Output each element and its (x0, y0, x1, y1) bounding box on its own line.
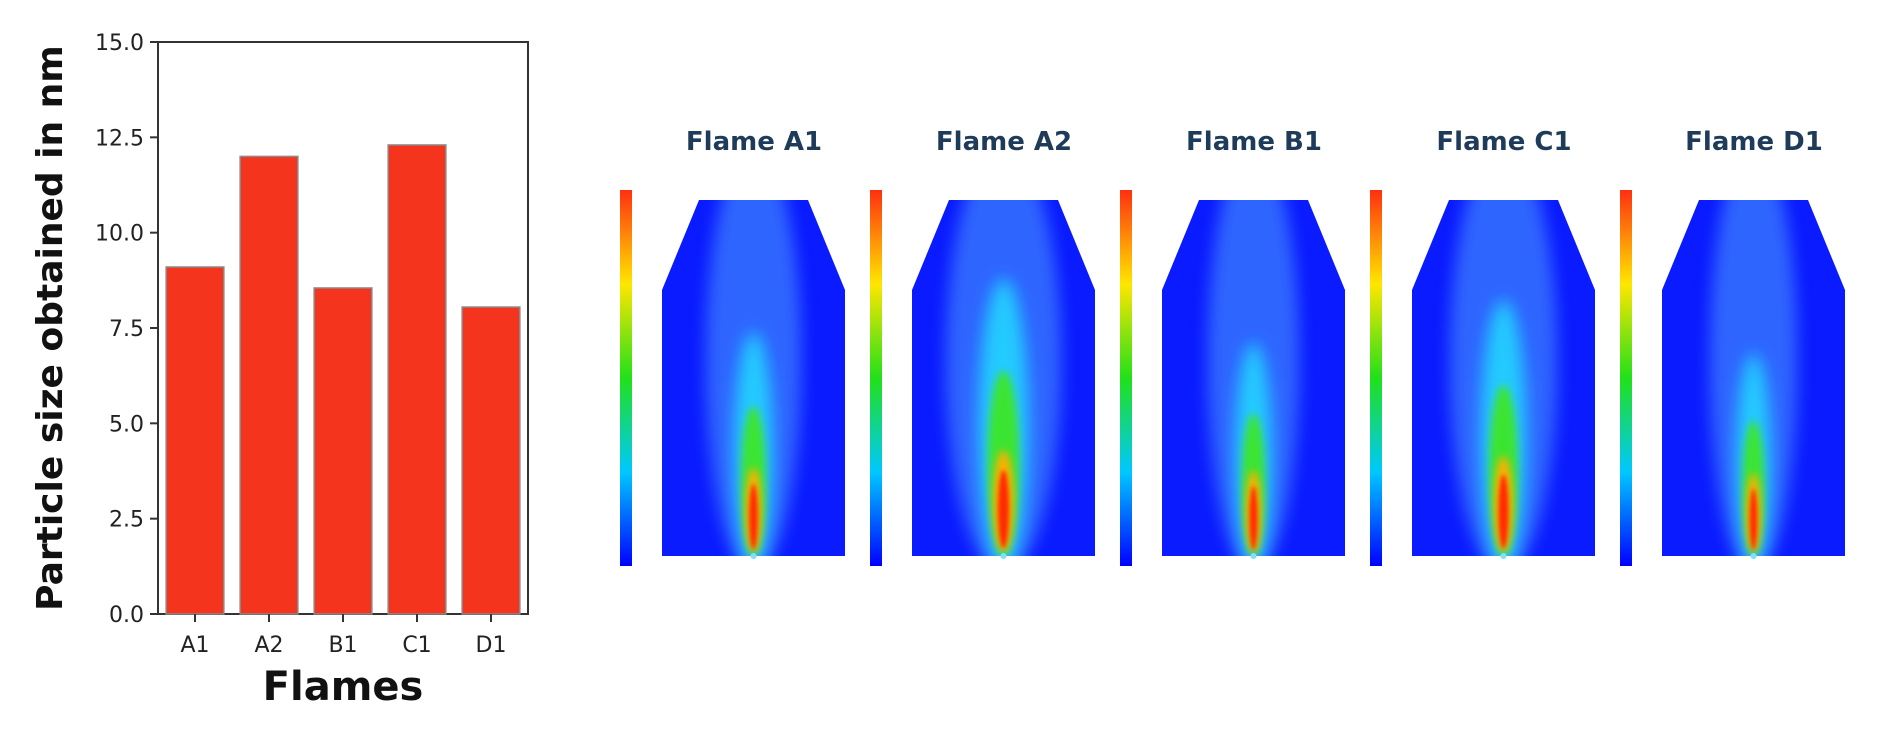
flame-panel-2: Flame A2 (870, 127, 1095, 566)
nozzle-marker (1000, 553, 1007, 559)
bar-A1 (165, 266, 225, 615)
colorbar (870, 190, 882, 566)
flame-plume (1709, 200, 1798, 556)
colorbar (1620, 190, 1632, 566)
flame-plume (1449, 200, 1558, 556)
x-tick-label: A2 (254, 633, 283, 658)
panel-title: Flame A1 (686, 127, 822, 157)
nozzle-marker (1750, 553, 1757, 559)
colorbar (620, 190, 632, 566)
x-tick-label: B1 (328, 633, 357, 658)
x-tick-label: A1 (180, 633, 209, 658)
y-axis: 0.0 2.5 5.0 7.5 10.0 12.5 15.0 (95, 31, 158, 628)
bar-group (165, 144, 521, 615)
nozzle-marker (1500, 553, 1507, 559)
panel-title: Flame D1 (1685, 127, 1823, 157)
flame-plume (705, 200, 802, 556)
y-tick-label: 10.0 (95, 222, 144, 247)
flame-plume (945, 200, 1062, 556)
panel-title: Flame A2 (936, 127, 1072, 157)
y-tick-label: 0.0 (109, 603, 144, 628)
flame-panels: Flame A1 Flame A2 Flame B1 Flame C1 Flame D1 (620, 127, 1845, 566)
flame-panel-1: Flame A1 (620, 127, 845, 566)
y-tick-label: 12.5 (95, 126, 144, 151)
bar-D1 (461, 306, 521, 615)
y-axis-title: Particle size obtained in nm (30, 45, 71, 611)
flame-panel-5: Flame D1 (1620, 127, 1845, 566)
bar-C1 (387, 144, 447, 615)
x-tick-label: C1 (402, 633, 431, 658)
nozzle-marker (1250, 553, 1257, 559)
flame-panel-3: Flame B1 (1120, 127, 1345, 566)
bar-B1 (313, 287, 373, 615)
y-tick-label: 5.0 (109, 412, 144, 437)
y-tick-label: 7.5 (109, 317, 144, 342)
nozzle-marker (750, 553, 757, 559)
panel-title: Flame C1 (1436, 127, 1571, 157)
y-tick-label: 15.0 (95, 31, 144, 56)
colorbar (1370, 190, 1382, 566)
x-axis: A1 A2 B1 C1 D1 (180, 614, 506, 658)
panel-title: Flame B1 (1186, 127, 1322, 157)
y-tick-label: 2.5 (109, 508, 144, 533)
x-axis-title: Flames (263, 664, 424, 710)
flame-panel-4: Flame C1 (1370, 127, 1595, 566)
flame-plume (1207, 200, 1300, 556)
colorbar (1120, 190, 1132, 566)
bar-chart: 0.0 2.5 5.0 7.5 10.0 12.5 15.0 A1 A2 B1 C1 D1 Part… (30, 31, 529, 710)
bar-A2 (239, 155, 299, 615)
x-tick-label: D1 (476, 633, 507, 658)
